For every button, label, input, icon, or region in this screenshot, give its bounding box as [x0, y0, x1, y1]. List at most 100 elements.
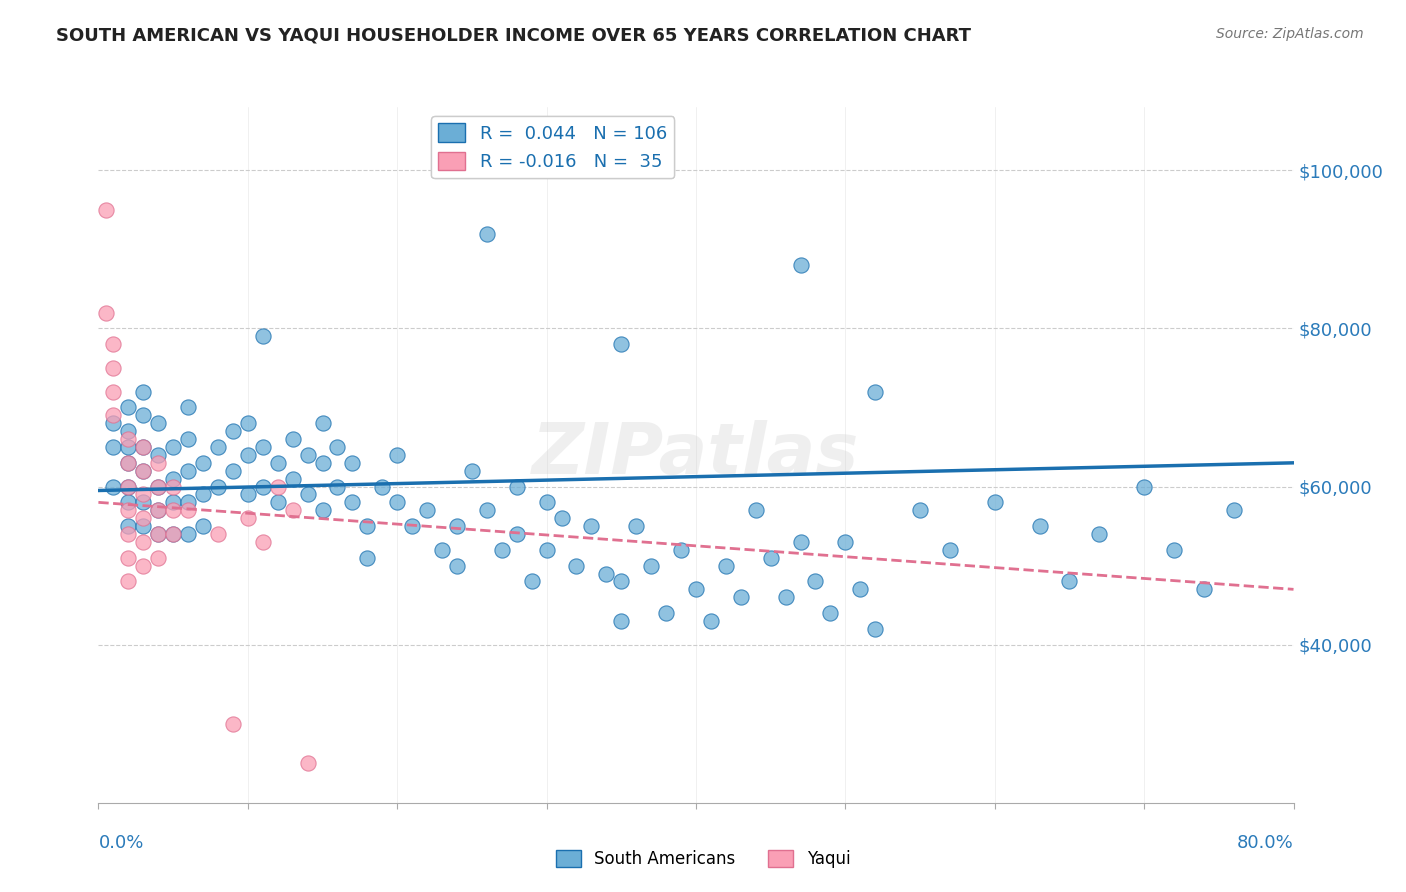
Point: [162, 527, 184, 541]
Point: [94, 305, 117, 319]
Point: [1059, 574, 1081, 589]
Point: [536, 542, 558, 557]
Point: [117, 479, 139, 493]
Point: [297, 448, 319, 462]
Point: [148, 550, 170, 565]
Point: [132, 487, 155, 501]
Point: [565, 558, 588, 573]
Legend: South Americans, Yaqui: South Americans, Yaqui: [548, 843, 858, 875]
Point: [475, 503, 498, 517]
Point: [103, 479, 125, 493]
Point: [430, 542, 453, 557]
Point: [132, 384, 155, 399]
Text: Source: ZipAtlas.com: Source: ZipAtlas.com: [1216, 27, 1364, 41]
Point: [117, 401, 139, 415]
Point: [252, 479, 274, 493]
Point: [132, 511, 155, 525]
Point: [865, 384, 887, 399]
Point: [491, 542, 513, 557]
Point: [610, 574, 633, 589]
Point: [804, 574, 827, 589]
Point: [626, 519, 648, 533]
Point: [267, 479, 290, 493]
Point: [461, 464, 484, 478]
Point: [281, 472, 304, 486]
Point: [536, 495, 558, 509]
Point: [162, 479, 184, 493]
Point: [148, 479, 170, 493]
Point: [117, 495, 139, 509]
Point: [148, 479, 170, 493]
Point: [148, 503, 170, 517]
Point: [730, 591, 752, 605]
Point: [311, 417, 333, 431]
Point: [311, 503, 333, 517]
Point: [162, 440, 184, 454]
Point: [236, 448, 259, 462]
Legend: R =  0.044   N = 106, R = -0.016   N =  35: R = 0.044 N = 106, R = -0.016 N = 35: [432, 116, 673, 178]
Point: [177, 495, 200, 509]
Point: [162, 495, 184, 509]
Point: [326, 440, 349, 454]
Point: [222, 464, 245, 478]
Point: [520, 574, 543, 589]
Point: [834, 535, 856, 549]
Point: [132, 558, 155, 573]
Point: [103, 361, 125, 376]
Point: [236, 487, 259, 501]
Point: [132, 464, 155, 478]
Point: [162, 527, 184, 541]
Point: [610, 614, 633, 628]
Point: [356, 519, 378, 533]
Point: [132, 535, 155, 549]
Point: [984, 495, 1007, 509]
Point: [132, 440, 155, 454]
Point: [506, 479, 529, 493]
Point: [132, 495, 155, 509]
Point: [148, 527, 170, 541]
Point: [311, 456, 333, 470]
Point: [416, 503, 439, 517]
Point: [297, 487, 319, 501]
Point: [1028, 519, 1050, 533]
Text: 80.0%: 80.0%: [1237, 834, 1294, 852]
Point: [297, 756, 319, 771]
Point: [342, 456, 364, 470]
Point: [714, 558, 737, 573]
Point: [103, 337, 125, 351]
Point: [148, 417, 170, 431]
Point: [655, 606, 678, 620]
Point: [236, 511, 259, 525]
Point: [610, 337, 633, 351]
Text: ZIPatlas: ZIPatlas: [533, 420, 859, 490]
Point: [1223, 503, 1246, 517]
Point: [132, 409, 155, 423]
Point: [371, 479, 394, 493]
Point: [191, 456, 214, 470]
Point: [1163, 542, 1185, 557]
Point: [1192, 582, 1215, 597]
Point: [908, 503, 931, 517]
Point: [789, 258, 811, 272]
Point: [550, 511, 572, 525]
Point: [281, 432, 304, 446]
Point: [669, 542, 692, 557]
Point: [446, 519, 468, 533]
Point: [506, 527, 529, 541]
Point: [177, 432, 200, 446]
Point: [385, 495, 409, 509]
Point: [595, 566, 617, 581]
Point: [820, 606, 842, 620]
Point: [267, 456, 290, 470]
Point: [939, 542, 962, 557]
Point: [117, 456, 139, 470]
Point: [177, 401, 200, 415]
Text: 0.0%: 0.0%: [98, 834, 143, 852]
Point: [789, 535, 811, 549]
Point: [326, 479, 349, 493]
Point: [640, 558, 662, 573]
Point: [385, 448, 409, 462]
Point: [401, 519, 423, 533]
Point: [759, 550, 782, 565]
Point: [117, 479, 139, 493]
